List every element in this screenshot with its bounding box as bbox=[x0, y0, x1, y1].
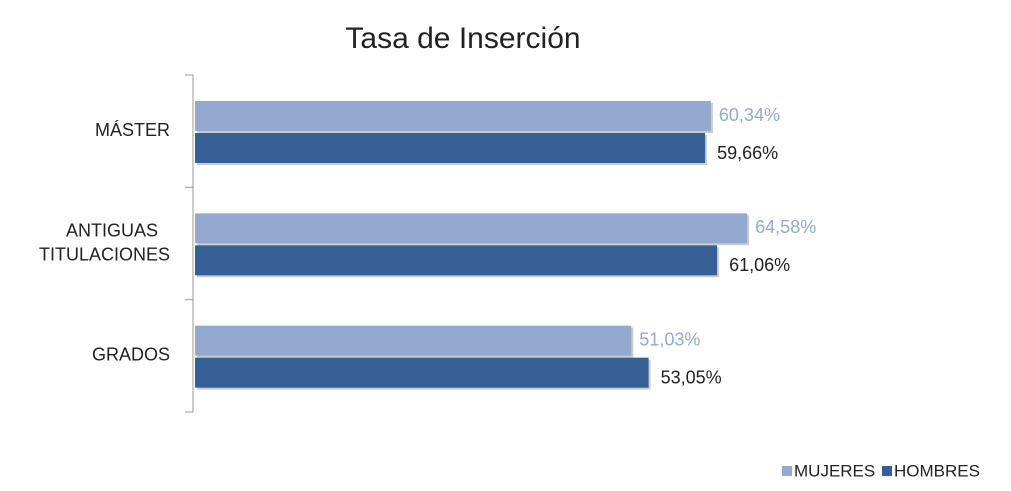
bar bbox=[195, 357, 649, 388]
bar bbox=[195, 213, 748, 244]
value-label: 64,58% bbox=[755, 217, 816, 237]
value-label: 53,05% bbox=[661, 367, 722, 387]
category-label: GRADOS bbox=[92, 345, 170, 365]
bar bbox=[195, 325, 632, 356]
legend-label: HOMBRES bbox=[894, 461, 980, 480]
value-label: 59,66% bbox=[717, 143, 778, 163]
bar bbox=[195, 133, 706, 163]
legend-swatch bbox=[782, 466, 792, 476]
legend-label: MUJERES bbox=[794, 461, 875, 480]
value-label: 60,34% bbox=[719, 105, 780, 125]
bar bbox=[195, 101, 711, 131]
category-label: ANTIGUAS TITULACIONES bbox=[39, 220, 170, 264]
legend-swatch bbox=[882, 466, 892, 476]
value-label: 61,06% bbox=[729, 255, 790, 275]
chart-title: Tasa de Inserción bbox=[345, 22, 580, 55]
bar bbox=[195, 245, 718, 276]
category-label: MÁSTER bbox=[95, 120, 170, 140]
value-label: 51,03% bbox=[639, 329, 700, 349]
